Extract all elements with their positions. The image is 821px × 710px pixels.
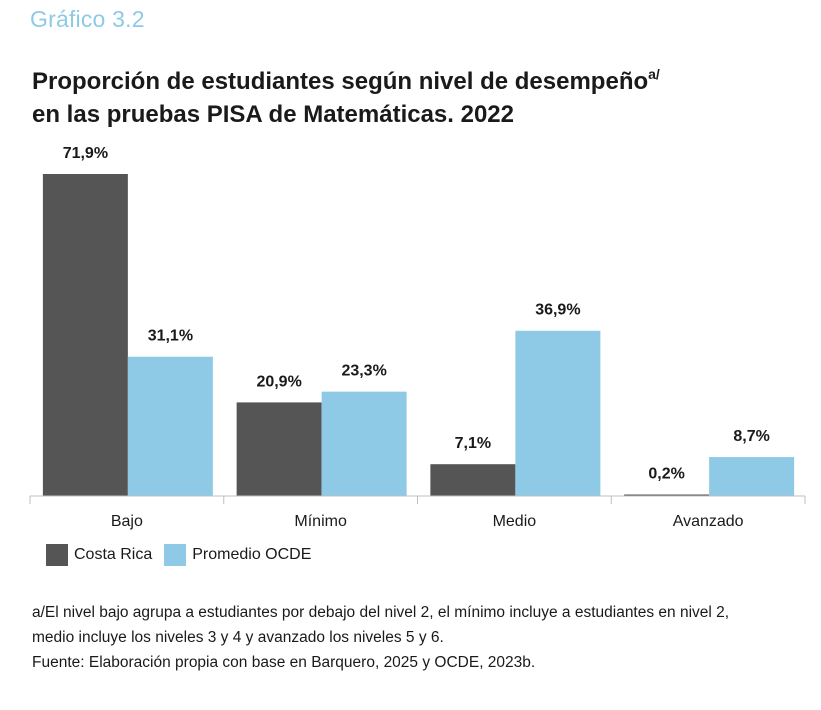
chart-number: Gráfico 3.2 bbox=[30, 6, 145, 32]
legend-label-ocde: Promedio OCDE bbox=[192, 546, 312, 563]
title-note-mark: a/ bbox=[648, 66, 660, 82]
legend: Costa Rica Promedio OCDE bbox=[46, 544, 323, 566]
legend-item-ocde: Promedio OCDE bbox=[164, 544, 311, 566]
title-line-2: en las pruebas PISA de Matemáticas. 2022 bbox=[32, 101, 515, 128]
footnote-line-2: medio incluye los niveles 3 y 4 y avanza… bbox=[32, 629, 444, 646]
data-label-costa-rica-minimo: 20,9% bbox=[256, 373, 301, 390]
bar-promedio-ocde-minimo bbox=[321, 391, 407, 496]
bar-costa-rica-minimo bbox=[236, 402, 322, 496]
x-tick-label-minimo: Mínimo bbox=[294, 513, 347, 530]
bar-chart: 71,9% 31,1% Bajo 20,9% 23,3% Mínimo 7,1% 36,9% M… bbox=[29, 145, 806, 530]
x-tick-label-medio: Medio bbox=[493, 513, 537, 530]
legend-item-costa-rica: Costa Rica bbox=[46, 544, 152, 566]
data-label-promedio-ocde-medio: 36,9% bbox=[535, 302, 580, 319]
bar-promedio-ocde-medio bbox=[515, 330, 601, 496]
title-line-1: Proporción de estudiantes según nivel de… bbox=[32, 68, 649, 95]
data-label-promedio-ocde-bajo: 31,1% bbox=[148, 328, 193, 345]
bar-promedio-ocde-avanzado bbox=[709, 457, 795, 496]
chart-title: Proporción de estudiantes según nivel de… bbox=[32, 58, 660, 131]
bar-costa-rica-medio bbox=[430, 464, 516, 496]
bar-promedio-ocde-bajo bbox=[127, 356, 213, 496]
data-label-costa-rica-medio: 7,1% bbox=[455, 435, 491, 452]
data-label-costa-rica-bajo: 71,9% bbox=[63, 145, 108, 162]
data-label-promedio-ocde-minimo: 23,3% bbox=[341, 363, 386, 380]
data-label-costa-rica-avanzado: 0,2% bbox=[648, 466, 684, 483]
x-tick-label-bajo: Bajo bbox=[111, 513, 143, 530]
bar-costa-rica-bajo bbox=[42, 174, 128, 496]
footnote-line-1: a/El nivel bajo agrupa a estudiantes por… bbox=[32, 604, 730, 621]
legend-swatch-ocde bbox=[164, 544, 187, 566]
footnotes: a/El nivel bajo agrupa a estudiantes por… bbox=[32, 600, 812, 675]
bar-costa-rica-avanzado bbox=[624, 494, 710, 496]
source-note: Fuente: Elaboración propia con base en B… bbox=[32, 654, 536, 671]
x-tick-label-avanzado: Avanzado bbox=[673, 513, 744, 530]
legend-label-costa-rica: Costa Rica bbox=[74, 546, 153, 563]
data-label-promedio-ocde-avanzado: 8,7% bbox=[733, 428, 769, 445]
legend-swatch-costa-rica bbox=[46, 544, 68, 566]
